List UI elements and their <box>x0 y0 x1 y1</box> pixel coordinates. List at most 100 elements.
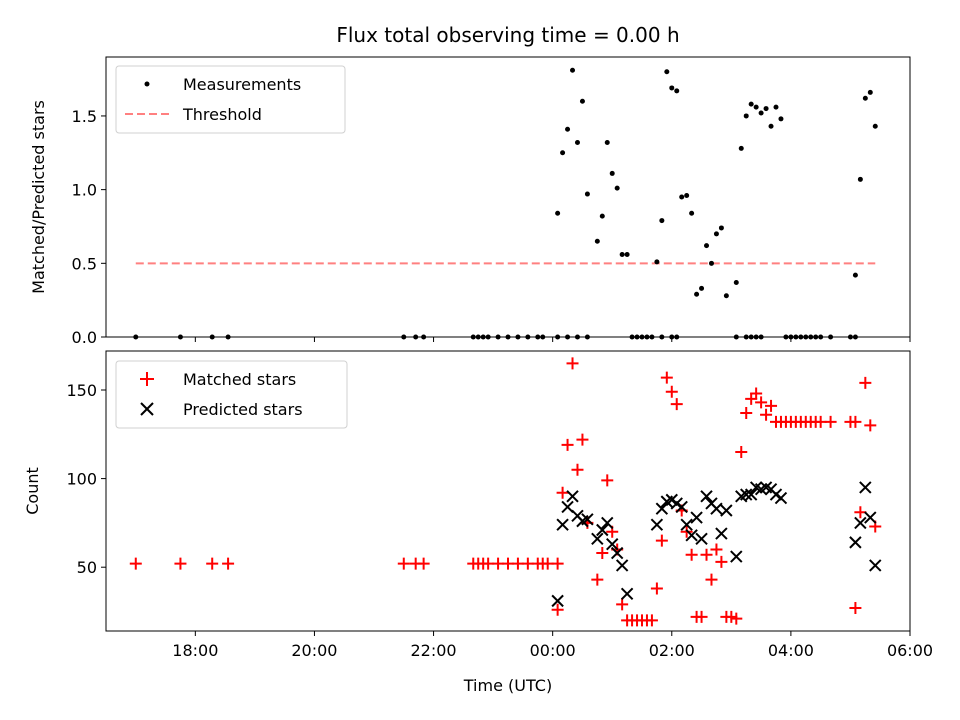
top-axes-frame <box>105 56 911 338</box>
matched-star-point <box>760 408 773 421</box>
measurement-point <box>570 67 576 73</box>
matched-star-point <box>695 610 708 623</box>
x-tick-label: 18:00 <box>172 641 218 660</box>
measurement-point <box>778 116 784 122</box>
predicted-star-point <box>556 518 569 531</box>
matched-star-point <box>417 557 430 570</box>
matched-star-point <box>206 557 219 570</box>
measurement-point <box>708 260 714 266</box>
matched-star-point <box>616 598 629 611</box>
measurement-point <box>664 69 670 75</box>
matched-star-point <box>680 525 693 538</box>
predicted-star-point <box>869 559 882 572</box>
predicted-star-point <box>854 516 867 530</box>
matched-star-point <box>601 474 614 487</box>
predicted-star-point <box>606 537 619 551</box>
predicted-star-point <box>620 587 634 600</box>
predicted-star-point <box>615 559 629 572</box>
legend-predicted-label: Predicted stars <box>183 400 303 419</box>
measurement-point <box>718 225 724 231</box>
measurement-point <box>689 210 695 216</box>
predicted-star-point <box>774 491 788 505</box>
matched-star-point <box>561 438 574 451</box>
matched-star-point <box>705 573 718 586</box>
measurement-point <box>560 150 566 156</box>
measurement-point <box>694 291 700 297</box>
measurement-point <box>574 139 580 145</box>
matched-star-point <box>750 387 763 400</box>
bottom-y-axis-label: Count <box>23 467 42 515</box>
bottom-plot-marks <box>129 357 882 627</box>
legend-measurements-marker <box>144 81 150 87</box>
predicted-star-point <box>864 511 877 524</box>
measurement-point <box>654 259 660 265</box>
matched-star-point <box>710 543 723 556</box>
measurement-point <box>614 185 620 191</box>
matched-star-point <box>655 534 668 547</box>
measurement-point <box>619 251 625 257</box>
matched-star-point <box>859 376 872 389</box>
matched-star-point <box>670 398 683 411</box>
x-tick-label: 06:00 <box>887 641 933 660</box>
matched-star-point <box>849 415 862 428</box>
predicted-star-point <box>695 532 708 546</box>
measurement-point <box>584 191 590 197</box>
matched-star-point <box>665 385 678 398</box>
top-x-ticks <box>194 337 911 342</box>
bottom-axes-frame <box>105 350 911 632</box>
matched-star-point <box>755 396 768 409</box>
predicted-star-point <box>849 536 862 549</box>
predicted-star-point <box>730 550 743 563</box>
predicted-star-point <box>561 500 574 514</box>
matched-star-point <box>715 555 728 568</box>
legend-measurements-label: Measurements <box>183 75 301 94</box>
measurement-point <box>713 231 719 237</box>
measurement-point <box>599 213 605 219</box>
matched-star-point <box>571 463 584 476</box>
measurement-point <box>674 88 680 94</box>
measurement-point <box>609 170 615 176</box>
x-tick-label: 02:00 <box>649 641 695 660</box>
matched-star-point <box>730 612 743 625</box>
matched-star-point <box>576 433 589 446</box>
measurement-point <box>579 98 585 104</box>
matched-star-point <box>685 548 698 561</box>
bottom-axes: 50 100 150 18:00 20:00 22:00 00:00 02:00 04:00 0… <box>23 350 933 695</box>
measurement-point <box>748 101 754 107</box>
measurement-point <box>555 210 561 216</box>
matched-star-point <box>397 557 410 570</box>
predicted-star-point <box>610 546 624 560</box>
top-legend-box <box>115 65 346 134</box>
x-tick-label: 04:00 <box>768 641 814 660</box>
measurement-point <box>872 123 878 129</box>
measurement-point <box>594 238 600 244</box>
matched-star-point <box>735 446 748 459</box>
measurement-point <box>738 145 744 151</box>
predicted-star-point <box>859 481 872 494</box>
bottom-y-tick-label: 100 <box>66 470 97 489</box>
predicted-star-point <box>700 490 713 503</box>
matched-star-point <box>700 548 713 561</box>
predicted-star-point <box>720 504 733 517</box>
predicted-star-point <box>685 529 698 542</box>
measurement-point <box>743 113 749 119</box>
measurement-point <box>857 176 863 182</box>
predicted-star-point <box>740 488 753 501</box>
top-axes: 0.0 0.5 1.0 1.5 Matched/Predicted stars Mea… <box>29 56 911 347</box>
bottom-y-ticks: 50 100 150 <box>66 381 106 577</box>
predicted-star-point <box>581 513 594 526</box>
matched-star-point <box>849 601 862 614</box>
matched-star-point <box>660 371 673 384</box>
measurement-point <box>604 139 610 145</box>
predicted-star-point <box>591 532 604 546</box>
measurement-point <box>753 104 759 110</box>
x-tick-label: 00:00 <box>530 641 576 660</box>
top-y-ticks: 0.0 0.5 1.0 1.5 <box>72 107 106 347</box>
measurement-point <box>758 110 764 116</box>
predicted-star-point <box>710 502 723 515</box>
x-tick-label: 22:00 <box>411 641 457 660</box>
predicted-star-point <box>566 490 579 503</box>
matched-star-point <box>129 557 142 570</box>
measurement-point <box>699 285 705 291</box>
